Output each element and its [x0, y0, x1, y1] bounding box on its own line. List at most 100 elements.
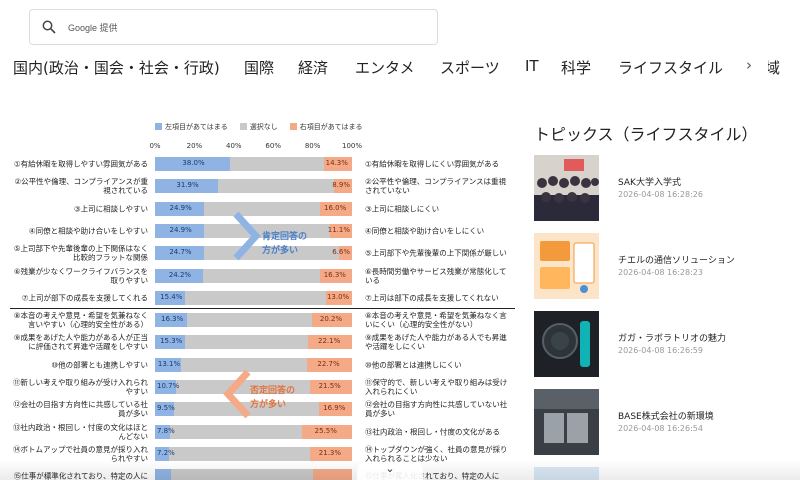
topic-date: 2026-04-08 16:26:54 [618, 424, 703, 433]
bar-segment-left [155, 313, 188, 328]
topic-item[interactable]: チエルの通信ソリューション 2026-04-08 16:28:23 [534, 233, 794, 299]
search-placeholder: Google 提供 [68, 21, 118, 34]
bar-value-left: 24.9% [169, 203, 192, 212]
stacked-bar: 15.4% 13.0% [155, 290, 352, 305]
topic-thumbnail[interactable] [534, 155, 599, 221]
row-right-label: ⑥長時間労働やサービス残業が常態化している [365, 266, 507, 285]
stacked-bar: 7.8% 25.5% [155, 424, 352, 439]
bar-segment-left [155, 179, 218, 194]
row-right-label: ⑬社内政治・根回し・忖度の文化がある [365, 427, 500, 437]
topic-title[interactable]: BASE株式会社の新環境 [618, 412, 714, 422]
row-right-label: ④同僚と相談や助け合いをしにくい [365, 226, 485, 236]
row-left-label: ③上司に相談しやすい [73, 204, 148, 214]
bar-segment-right [308, 335, 352, 350]
bar-value-right: 25.5% [314, 426, 337, 435]
bar-segment-right [320, 201, 352, 216]
row-right-label: ③上司に相談しにくい [365, 204, 440, 214]
row-left-label: ⑤上司部下や先輩後輩の上下関係はなく比較的フラットな関係 [13, 244, 148, 263]
bar-value-left: 7.2% [157, 448, 175, 457]
row-right-label: ⑩他の部署とは連携しにくい [365, 360, 462, 370]
bar-segment-right [312, 469, 352, 480]
topic-date: 2026-04-08 16:28:26 [618, 190, 703, 199]
stacked-bar: 10.7% 21.5% [155, 380, 352, 394]
bar-segment-right [307, 357, 352, 372]
bar-value-right: 20.2% [319, 315, 343, 324]
topic-title[interactable]: SAK大学入学式 [618, 178, 681, 188]
stacked-bar [155, 469, 352, 480]
nav-item-international[interactable]: 国際 [244, 59, 275, 77]
topic-item-partial[interactable] [534, 467, 794, 480]
chart-row: ⑨成果をあげた人や能力がある人が正当に評価されて昇進や活躍をしやすい 15.3% 2… [10, 331, 515, 353]
bar-segment-right [334, 179, 352, 194]
row-left-label: ⑦上司が部下の成長を支援してくれる [21, 293, 148, 303]
topic-thumbnail[interactable] [534, 389, 599, 455]
bar-segment-left [155, 290, 186, 305]
row-left-label: ⑩他の部署とも連携しやすい [51, 360, 148, 370]
tick-label: 100% [341, 142, 363, 150]
stacked-bar: 24.7% 6.6% [155, 246, 352, 261]
nav-item-science[interactable]: 科学 [561, 59, 592, 77]
topic-item[interactable]: BASE株式会社の新環境 2026-04-08 16:26:54 [534, 389, 794, 455]
nav-scroll-right-icon[interactable]: › [738, 54, 768, 80]
nav-item-lifestyle[interactable]: ライフスタイル [618, 59, 724, 77]
bar-value-left: 24.9% [169, 225, 192, 234]
bar-segment-left [155, 380, 177, 394]
row-right-label: ②公平性や倫理、コンプライアンスは重視されていない [365, 177, 507, 196]
chart-row: ⑩他の部署とも連携しやすい 13.1% 22.7% ⑩他の部署とは連携しにくい [10, 354, 515, 376]
nav-item-sports[interactable]: スポーツ [440, 59, 500, 77]
bar-segment-right [339, 246, 352, 261]
topic-item[interactable]: ガガ・ラボラトリオの魅力 2026-04-08 16:26:59 [534, 311, 794, 377]
bar-segment-right [310, 446, 352, 461]
row-left-label: ⑭ボトムアップで社員の意見が採り入れられやすい [13, 444, 148, 463]
bar-segment-left [155, 223, 205, 238]
row-right-label: ①有給休暇を取得しにくい雰囲気がある [365, 159, 500, 169]
topic-item[interactable]: SAK大学入学式 2026-04-08 16:28:26 [534, 155, 794, 221]
row-left-label: ④同僚と相談や助け合いをしやすい [28, 226, 148, 236]
bar-value-left: 16.3% [161, 315, 184, 324]
bar-segment-left [155, 402, 174, 417]
row-left-label: ⑥残業が少なくワークライフバランスを取りやすい [13, 266, 148, 285]
stacked-bar: 24.9% 16.0% [155, 201, 352, 216]
topic-thumbnail[interactable] [534, 311, 599, 377]
row-right-label: ⑦上司は部下の成長を支援してくれない [365, 293, 499, 303]
chart-row: ②公平性や倫理、コンプライアンスが重視されている 31.9% 8.9% ②公平性や倫理… [10, 175, 515, 197]
topic-thumbnail[interactable] [534, 233, 599, 299]
chart-legend: 左項目があてはまる 選択なし 右項目があてはまる [155, 122, 362, 132]
topic-title[interactable]: チエルの通信ソリューション [618, 256, 735, 266]
bar-segment-right [309, 380, 352, 394]
nav-item-entertainment[interactable]: エンタメ [355, 59, 415, 77]
bar-value-right: 16.3% [323, 270, 346, 279]
row-right-label: ⑤上司部下や先輩後輩の上下関係が厳しい [365, 248, 507, 258]
row-left-label: ⑫会社の目指す方向性に共感している社員が多い [13, 400, 148, 419]
bar-value-left: 7.8% [157, 426, 175, 435]
chart-row: ⑭ボトムアップで社員の意見が採り入れられやすい 7.2% 21.3% ⑭トップダウンが… [10, 443, 515, 465]
tick-label: 80% [304, 142, 321, 150]
bar-segment-left [155, 424, 171, 439]
chart-row: ⑪新しい考えや取り組みが受け入れられやすい 10.7% 21.5% ⑪保守的で、新しい… [10, 376, 515, 398]
stacked-bar: 13.1% 22.7% [155, 357, 352, 372]
legend-item-left: 左項目があてはまる [155, 122, 228, 132]
row-right-label: ⑧本音の考えや意見・希望を気兼ねなく言いにくい（心理的安全性がない） [365, 311, 507, 330]
search-box[interactable]: Google 提供 [29, 9, 438, 45]
category-nav: 国内(政治・国会・社会・行政) 国際 経済 エンタメ スポーツ IT 科学 ライ… [0, 54, 800, 80]
bar-value-left: 24.7% [169, 248, 192, 257]
topic-thumbnail[interactable] [534, 467, 599, 480]
bar-segment-left [155, 246, 204, 261]
chart-row: ⑥残業が少なくワークライフバランスを取りやすい 24.2% 16.3% ⑥長時間労働や… [10, 265, 515, 287]
scroll-down-icon[interactable]: ⌄ [357, 462, 423, 480]
stacked-bar: 31.9% 8.9% [155, 179, 352, 194]
row-right-label: ⑫会社の目指す方向性に共感していない社員が多い [365, 400, 508, 419]
row-left-label: ⑧本音の考えや意見・希望を気兼ねなく言いやすい（心理的安全性がある） [13, 311, 148, 330]
topic-title[interactable]: ガガ・ラボラトリオの魅力 [618, 334, 727, 344]
nav-item-economy[interactable]: 経済 [298, 59, 329, 77]
search-suffix: 提供 [99, 22, 118, 33]
bar-value-left: 31.9% [176, 181, 199, 190]
bar-value-right: 21.5% [318, 382, 341, 390]
chart-row: ⑦上司が部下の成長を支援してくれる 15.4% 13.0% ⑦上司は部下の成長を支援し… [10, 287, 515, 309]
nav-item-it[interactable]: IT [525, 57, 539, 75]
bar-value-left: 15.3% [160, 337, 183, 346]
bar-value-right: 11.1% [327, 225, 350, 234]
nav-item-domestic[interactable]: 国内(政治・国会・社会・行政) [13, 59, 220, 77]
survey-chart: 左項目があてはまる 選択なし 右項目があてはまる 0% 20% 40% 60% … [10, 118, 515, 480]
row-left-label: ⑬社内政治・根回し・忖度の文化はほとんどない [13, 422, 148, 441]
